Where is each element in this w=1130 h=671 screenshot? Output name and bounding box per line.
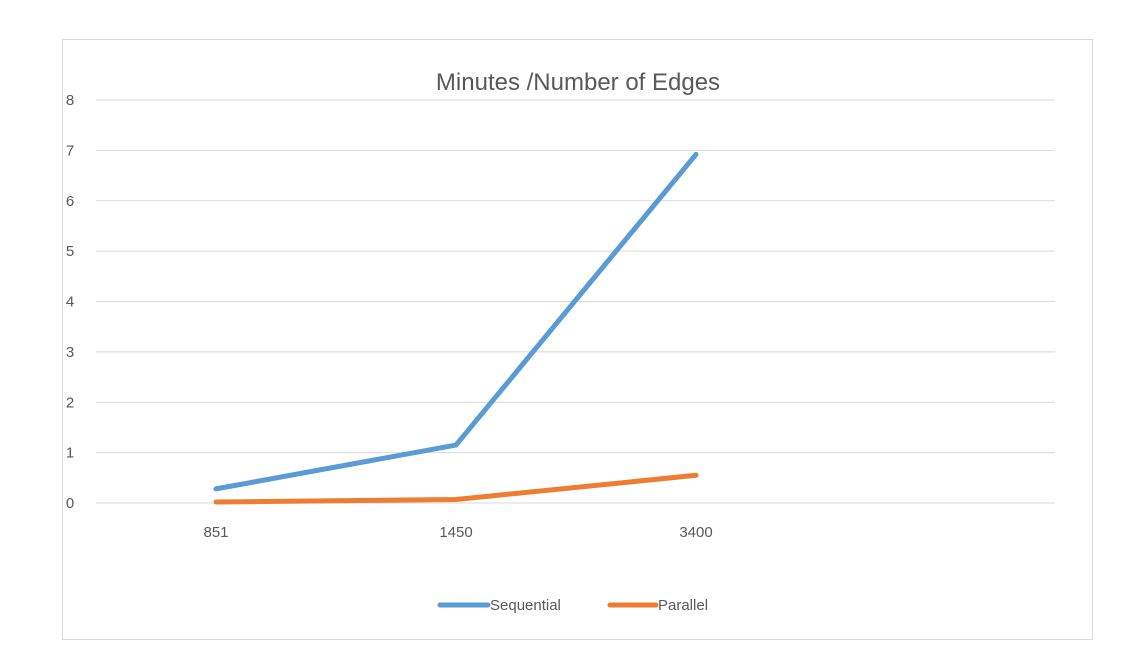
y-tick-label: 4 [66, 294, 74, 311]
chart-frame [62, 39, 1093, 640]
x-tick-label: 1450 [439, 524, 472, 541]
y-tick-label: 0 [66, 495, 74, 512]
y-tick-label: 8 [66, 92, 74, 109]
series-line-parallel [213, 472, 699, 505]
y-tick-label: 6 [66, 193, 74, 210]
legend-label-sequential: Sequential [490, 597, 561, 614]
chart-title: Minutes /Number of Edges [436, 69, 720, 96]
y-tick-label: 1 [66, 445, 74, 462]
x-tick-label: 851 [203, 524, 228, 541]
y-tick-label: 2 [66, 394, 74, 411]
x-tick-label: 3400 [679, 524, 712, 541]
y-tick-label: 3 [66, 344, 74, 361]
legend-label-parallel: Parallel [658, 597, 708, 614]
y-tick-label: 5 [66, 243, 74, 260]
series-line-sequential [213, 151, 699, 492]
y-tick-label: 7 [66, 142, 74, 159]
